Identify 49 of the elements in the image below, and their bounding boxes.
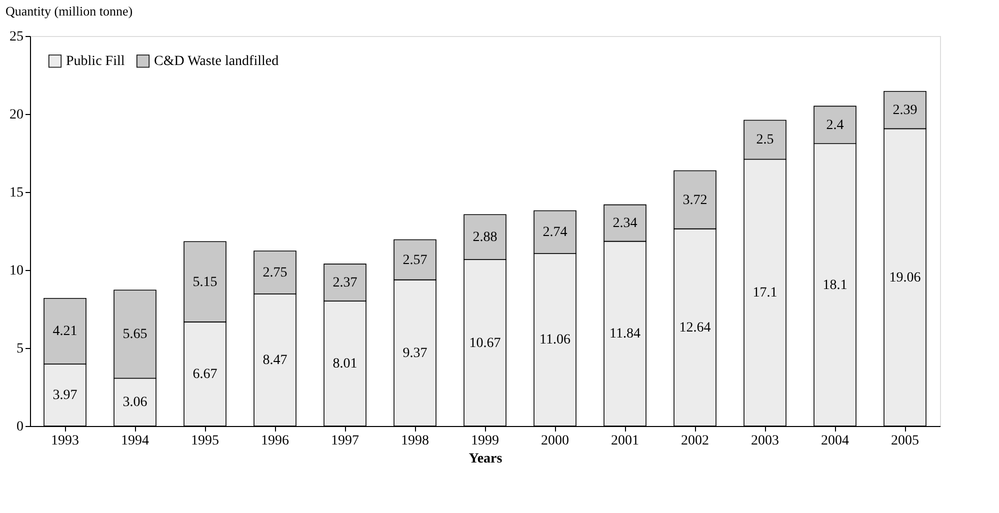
data-label: 9.37 <box>402 346 428 361</box>
x-tick-label: 2001 <box>611 434 639 448</box>
data-label: 19.06 <box>889 270 921 286</box>
data-label: 2.4 <box>826 118 844 133</box>
y-tick-label: 0 <box>16 420 24 434</box>
x-axis-title: Years <box>468 452 503 466</box>
y-axis-title: Quantity (million tonne) <box>6 4 133 18</box>
x-tick-label: 1996 <box>261 434 289 448</box>
data-label: 8.01 <box>332 356 358 372</box>
data-label: 12.64 <box>679 320 711 336</box>
data-label: 11.06 <box>540 332 570 348</box>
y-tick-label: 25 <box>10 30 24 44</box>
legend-label: C&D Waste landfilled <box>154 54 279 70</box>
data-label: 2.5 <box>756 132 774 148</box>
data-label: 6.67 <box>192 366 218 382</box>
data-label: 2.74 <box>542 225 568 240</box>
x-tick-label: 1994 <box>121 434 149 448</box>
y-tick-label: 5 <box>16 342 24 356</box>
data-label: 3.06 <box>122 395 148 410</box>
x-tick-label: 1993 <box>51 434 79 448</box>
y-tick-label: 20 <box>10 108 24 122</box>
data-label: 2.37 <box>332 276 358 291</box>
x-tick-label: 1995 <box>191 434 219 448</box>
x-tick-label: 2005 <box>891 434 919 448</box>
data-label: 10.67 <box>469 336 501 351</box>
data-label: 18.1 <box>822 278 848 293</box>
data-label: 2.39 <box>892 103 918 118</box>
data-label: 3.97 <box>52 388 78 404</box>
data-label: 5.15 <box>192 274 218 290</box>
data-label: 11.84 <box>610 326 640 342</box>
y-tick-label: 15 <box>10 186 24 200</box>
x-tick-label: 2000 <box>541 434 569 448</box>
data-label: 5.65 <box>122 327 148 342</box>
x-tick-label: 1998 <box>401 434 429 448</box>
x-tick-label: 1999 <box>471 434 499 448</box>
y-tick-label: 10 <box>10 264 24 278</box>
data-label: 2.75 <box>262 265 288 280</box>
data-label: 2.34 <box>612 216 638 232</box>
x-tick-label: 2002 <box>681 434 709 448</box>
x-tick-label: 1997 <box>331 434 359 448</box>
data-label: 3.72 <box>682 192 708 208</box>
legend-label: Public Fill <box>66 54 125 70</box>
data-label: 17.1 <box>752 286 778 301</box>
data-label: 2.88 <box>472 230 498 246</box>
x-tick-label: 2003 <box>751 434 779 448</box>
data-label: 4.21 <box>52 324 78 340</box>
data-label: 2.57 <box>402 252 428 268</box>
x-tick-label: 2004 <box>821 434 849 448</box>
data-label: 8.47 <box>262 352 288 368</box>
